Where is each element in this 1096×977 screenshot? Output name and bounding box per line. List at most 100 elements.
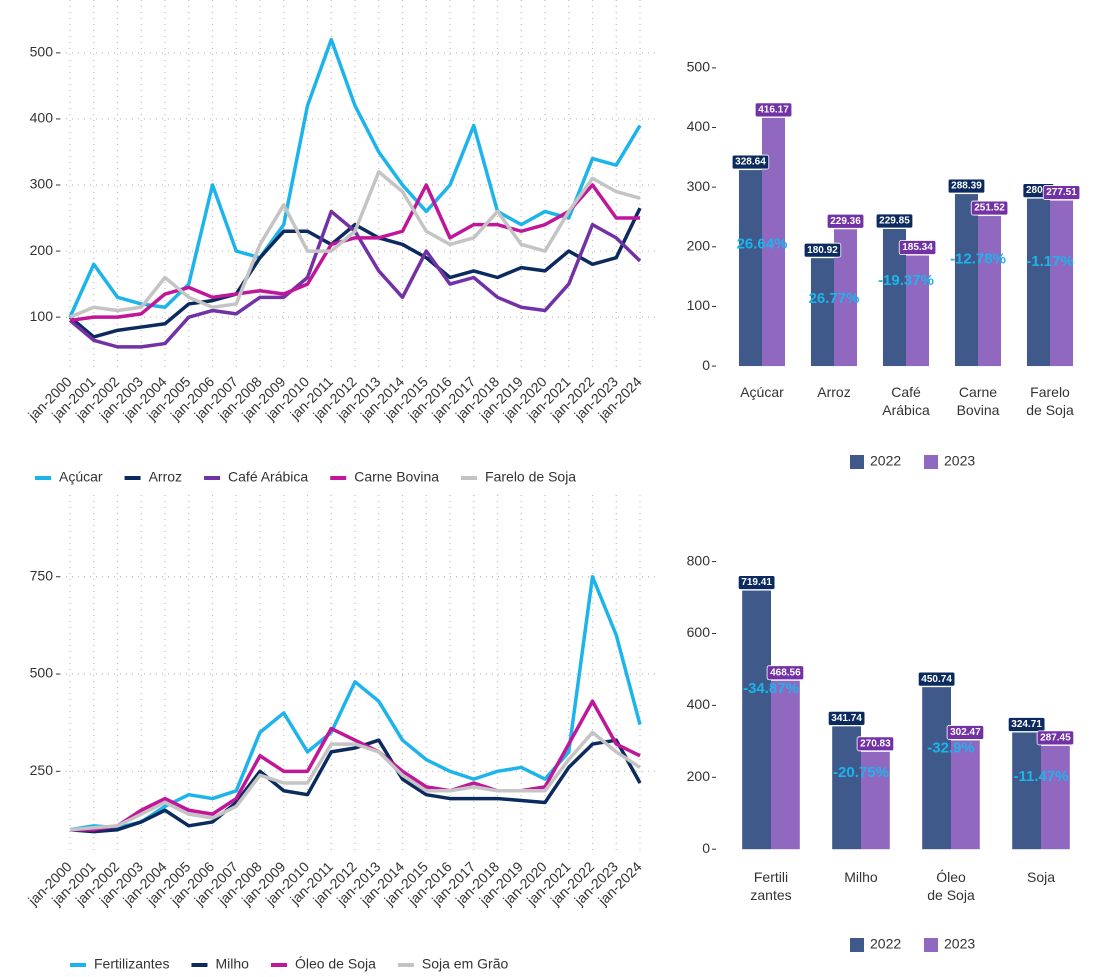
x-tick-label: Farelo de Soja (1026, 384, 1074, 418)
x-tick-label: Arroz (817, 384, 850, 400)
bar (906, 255, 930, 367)
value-label: 328.64 (735, 157, 766, 168)
value-label-box (898, 240, 937, 255)
value-label: 287.45 (1040, 733, 1071, 744)
value-label: 468.56 (770, 667, 801, 678)
bar (861, 751, 890, 850)
bar (922, 687, 951, 850)
y-tick-label: 600 (687, 624, 711, 640)
y-tick-label: 400 (30, 110, 54, 126)
change-label: -19.37% (878, 272, 934, 289)
change-label: -11.47% (1013, 768, 1068, 785)
bar (810, 258, 834, 367)
y-tick-label: 500 (687, 59, 711, 75)
value-label: 288.39 (951, 181, 982, 192)
value-label-box (827, 710, 866, 726)
change-label: 26.64% (737, 236, 788, 253)
x-tick-label: Soja (1027, 869, 1055, 885)
value-label-box (754, 102, 793, 118)
y-tick-label: 200 (30, 242, 54, 258)
value-label: 270.83 (860, 738, 891, 749)
value-label-box (826, 213, 865, 229)
bar (882, 228, 906, 367)
legend-label: Óleo de Soja (295, 956, 376, 972)
value-label: 229.36 (830, 216, 861, 227)
y-tick-label: 500 (30, 665, 54, 681)
x-tick-label: Café Arábica (882, 384, 930, 418)
series-line (69, 574, 642, 832)
value-label: 280.8 (1026, 185, 1051, 196)
value-label-box (737, 575, 776, 590)
bar (771, 680, 800, 850)
value-label: 302.47 (950, 727, 981, 738)
x-tick-label: Fertili zantes (750, 869, 791, 903)
series-line (68, 37, 642, 318)
x-tick-label: Açúcar (740, 384, 784, 400)
legend-label: Milho (215, 956, 249, 972)
legend-swatch (924, 455, 938, 469)
change-label: 26.77% (809, 290, 860, 307)
y-tick-label: 100 (687, 297, 711, 313)
value-label: 229.85 (879, 216, 910, 227)
value-label-box (1042, 185, 1081, 200)
change-label: -20.75% (833, 764, 889, 781)
change-label: -32.9% (927, 740, 975, 757)
value-label: 185.34 (902, 242, 933, 253)
value-label: 341.74 (831, 713, 862, 724)
value-label: 277.51 (1046, 187, 1077, 198)
bar (738, 170, 762, 367)
value-label-box (946, 725, 985, 740)
legend-label: Açúcar (59, 469, 103, 485)
value-label-box (875, 213, 914, 229)
y-tick-label: 0 (702, 357, 710, 373)
value-label-box (731, 154, 770, 170)
y-tick-label: 300 (30, 176, 54, 192)
value-label: 251.52 (974, 203, 1005, 214)
y-tick-label: 200 (687, 237, 711, 253)
y-tick-label: 100 (30, 308, 54, 324)
bar (1012, 732, 1041, 850)
legend-label: Carne Bovina (354, 469, 439, 485)
value-label-box (947, 178, 986, 194)
y-tick-label: 0 (702, 840, 710, 856)
y-tick-label: 300 (687, 178, 711, 194)
series-line (68, 207, 642, 339)
y-tick-label: 750 (30, 567, 54, 583)
legend-swatch (850, 455, 864, 469)
legend-label: Farelo de Soja (485, 469, 576, 485)
series-line (69, 738, 642, 834)
y-tick-label: 200 (687, 768, 711, 784)
x-tick-label: Carne Bovina (957, 384, 1000, 418)
value-label: 450.74 (921, 674, 952, 685)
value-label-box (917, 671, 956, 687)
y-tick-label: 250 (30, 762, 54, 778)
legend-swatch (850, 938, 864, 952)
series-line (69, 730, 641, 832)
x-tick-label: Óleo de Soja (927, 869, 975, 903)
legend-label: 2022 (870, 936, 901, 952)
value-label-box (970, 200, 1009, 216)
value-label-box (803, 242, 842, 258)
bar (832, 726, 861, 850)
value-label: 324.71 (1011, 719, 1042, 730)
x-tick-label: Milho (844, 869, 878, 885)
series-line (70, 699, 641, 832)
value-label-box (1007, 717, 1046, 732)
value-label-box (1036, 730, 1075, 746)
legend-label: Soja em Grão (422, 956, 509, 972)
legend-swatch (924, 938, 938, 952)
value-label: 416.17 (758, 105, 789, 116)
y-tick-label: 400 (687, 696, 711, 712)
bar (1041, 745, 1070, 850)
legend-label: Arroz (149, 469, 182, 485)
y-tick-label: 800 (687, 552, 711, 568)
legend-label: 2023 (944, 453, 975, 469)
value-label: 719.41 (741, 577, 772, 588)
bar (1050, 200, 1074, 367)
bar (742, 590, 771, 850)
bar (954, 194, 978, 367)
legend-label: Fertilizantes (94, 956, 169, 972)
bar (978, 216, 1002, 367)
bar (951, 740, 980, 850)
